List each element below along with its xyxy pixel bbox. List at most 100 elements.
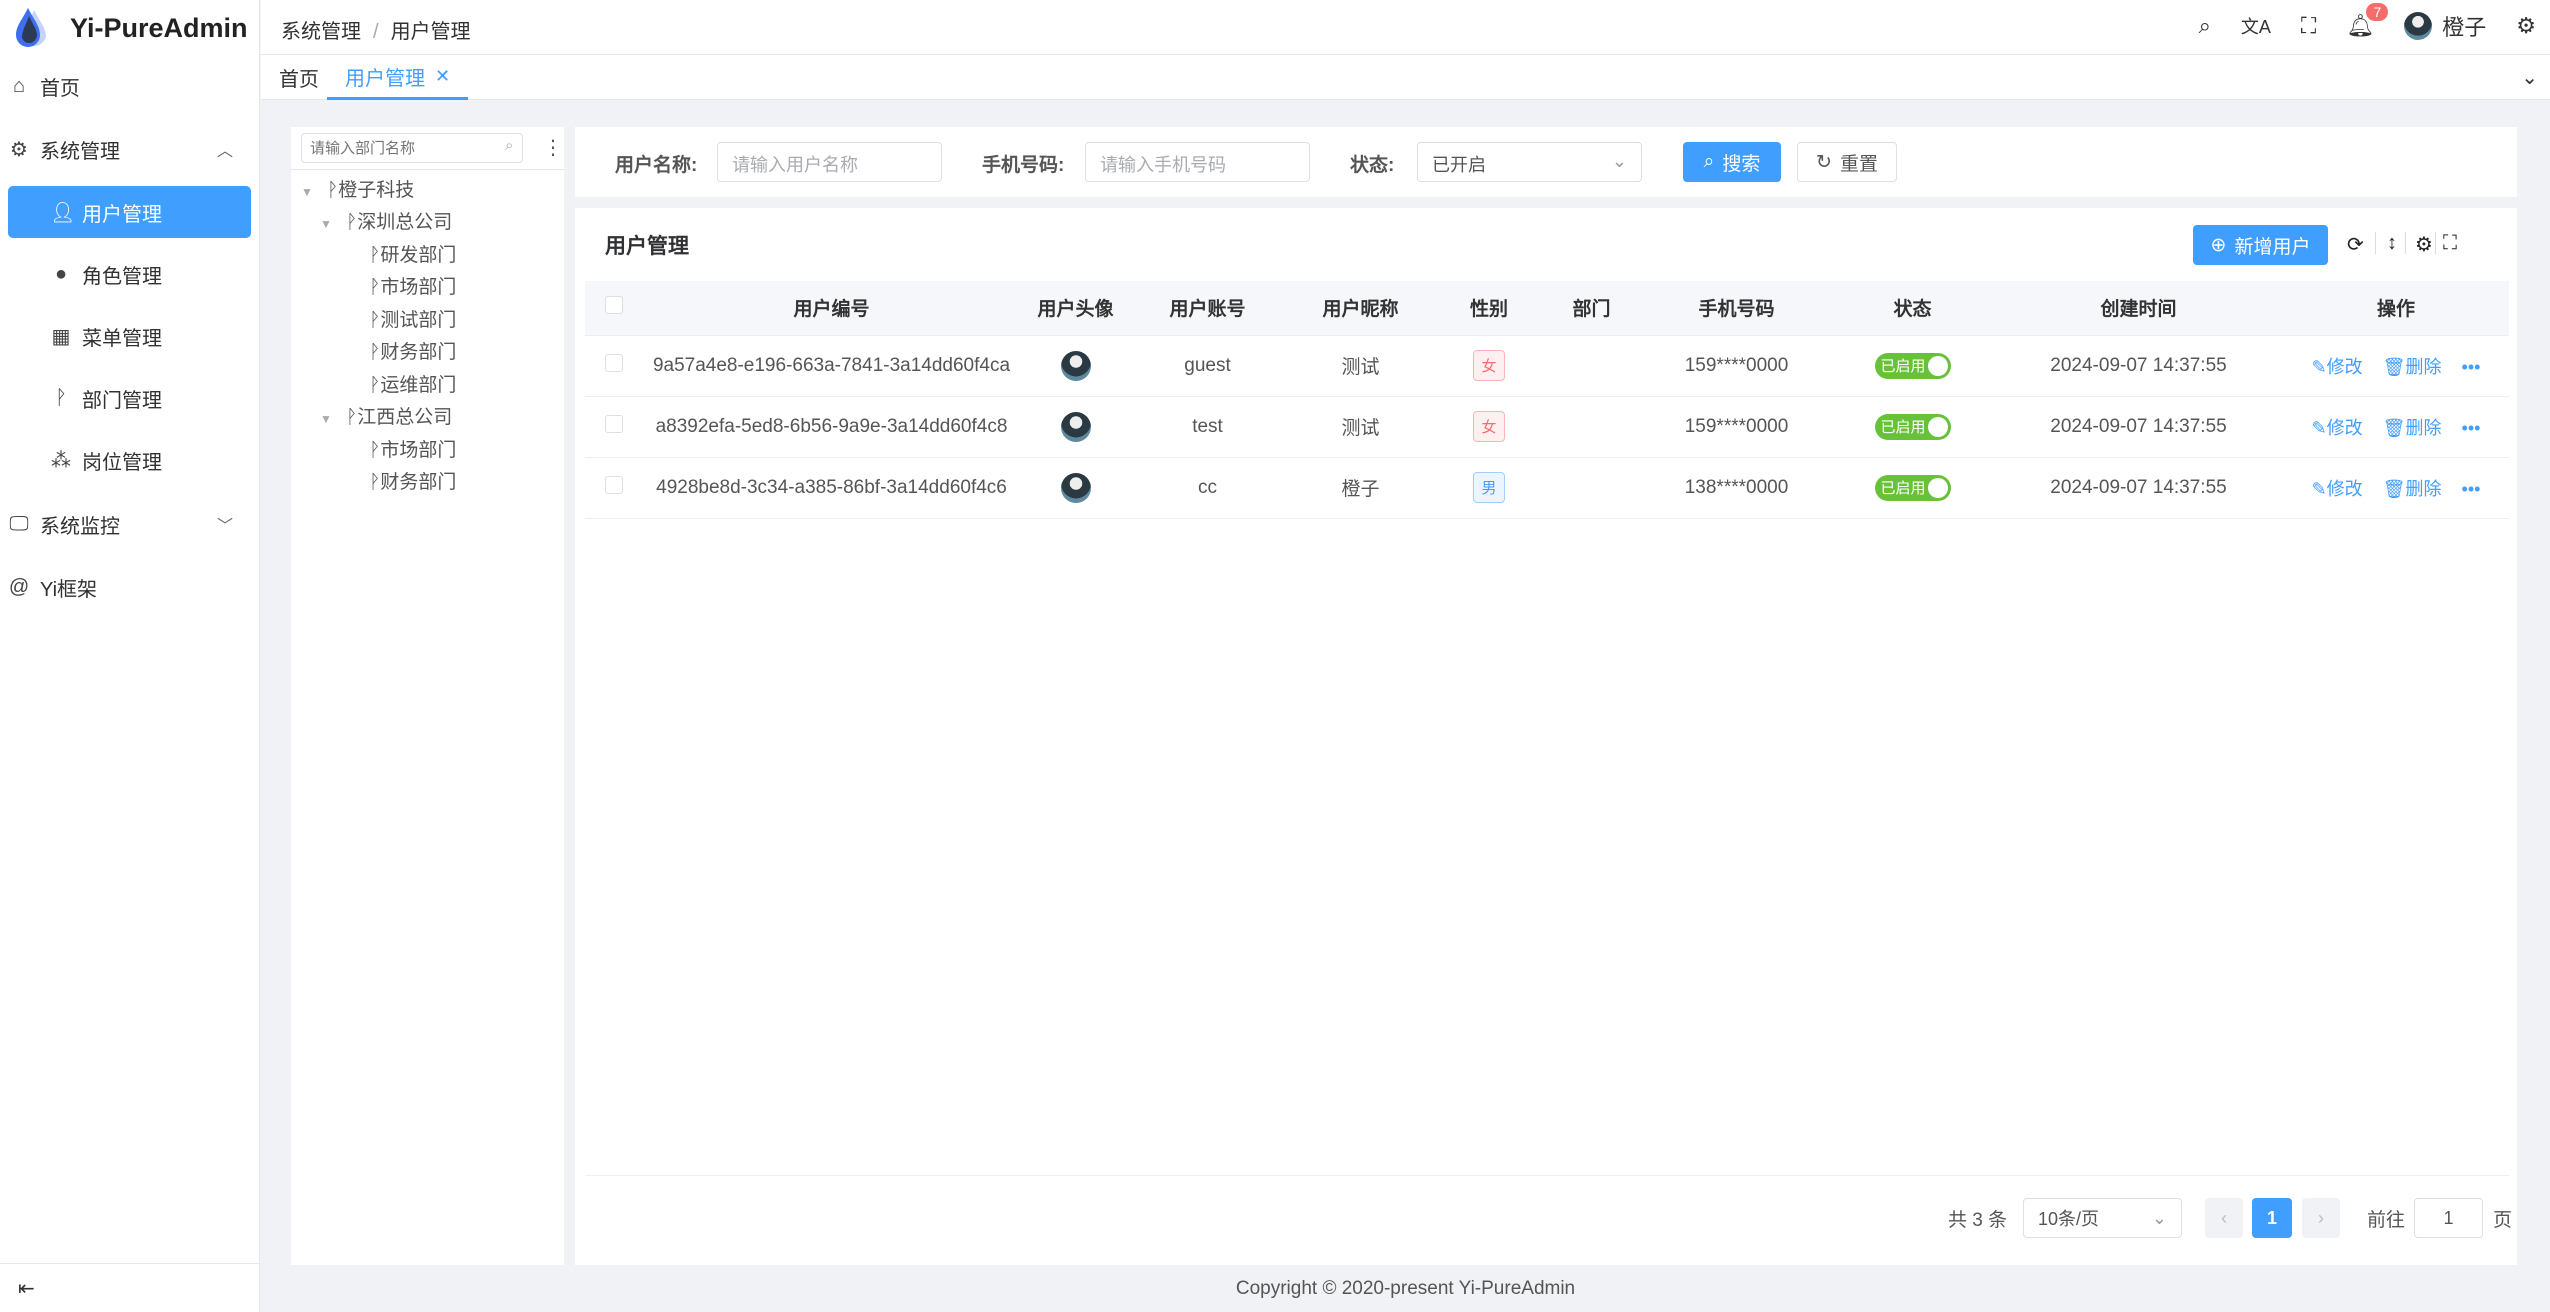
tab-user-management[interactable]: 用户管理 ✕ (327, 55, 469, 100)
search-icon: ⌕ (505, 137, 514, 154)
chevron-up-icon: ︿ (216, 143, 233, 160)
row-checkbox[interactable] (605, 414, 623, 433)
trash-icon: 🗑︎ (2382, 417, 2406, 438)
breadcrumb-item[interactable]: 系统管理 (281, 21, 361, 43)
user-table: 用户编号 用户头像 用户账号 用户昵称 性别 部门 手机号码 状态 创建时间 操… (585, 281, 2509, 519)
reset-button[interactable]: ↻ 重置 (1797, 142, 1897, 182)
more-icon[interactable]: ••• (2461, 356, 2481, 377)
column-header: 部门 (1541, 281, 1642, 336)
edit-button[interactable]: ✎修改 (2311, 356, 2363, 377)
user-nickname: 测试 (1284, 396, 1437, 458)
edit-button[interactable]: ✎修改 (2311, 417, 2363, 438)
tree-node[interactable]: ▼ ᚹ深圳总公司 (320, 212, 453, 233)
tree-node[interactable]: ᚹ财务部门 (369, 472, 457, 493)
divider (2405, 232, 2406, 254)
user-phone: 159****0000 (1642, 335, 1831, 397)
divider (2375, 232, 2376, 254)
translate-icon[interactable]: 文A (2240, 17, 2271, 37)
dept-search-input[interactable] (301, 133, 523, 163)
status-select[interactable]: 已开启 ⌄ (1417, 142, 1642, 182)
settings-gear-icon[interactable]: ⚙ (2516, 13, 2536, 38)
close-icon[interactable]: ✕ (435, 65, 451, 86)
search-form: 用户名称: 请输入用户名称 手机号码: 请输入手机号码 状态: 已开启 ⌄ ⌕ 搜索… (575, 127, 2517, 197)
search-icon[interactable]: ⌕ (2198, 13, 2211, 38)
gender-tag: 女 (1473, 350, 1505, 381)
logo[interactable]: Yi-PureAdmin (14, 8, 248, 48)
copyright: Copyright © 2020-present Yi-PureAdmin (1235, 1277, 1576, 1299)
status-switch[interactable]: 已启用 (1874, 352, 1951, 379)
user-id: a8392efa-5ed8-6b56-9a9e-3a14dd60f4c8 (643, 396, 1020, 458)
divider (2435, 232, 2436, 254)
header: 系统管理 / 用户管理 ⌕ 文A ⛶ 🔔︎ 7 橙子 ⚙ (261, 0, 2550, 55)
phone-input[interactable]: 请输入手机号码 (1085, 142, 1310, 182)
sidebar-item-system[interactable]: ⚙ 系统管理 ︿ (8, 123, 251, 175)
tree-node[interactable]: ᚹ财务部门 (369, 342, 457, 363)
status-switch[interactable]: 已启用 (1874, 474, 1951, 501)
sidebar-item-monitor[interactable]: 🖵︎ 系统监控 ﹀ (8, 498, 251, 550)
delete-button[interactable]: 🗑︎删除 (2382, 478, 2442, 499)
tree-node[interactable]: ▼ ᚹ橙子科技 (301, 180, 415, 201)
fullscreen-icon[interactable]: ⛶ (2300, 13, 2317, 38)
page-size-select[interactable]: 10条/页 ⌄ (2023, 1198, 2182, 1238)
sidebar-item-posts[interactable]: ⁂ 岗位管理 (8, 434, 251, 486)
chevron-down-icon[interactable]: ⌄ (2521, 67, 2538, 89)
density-icon[interactable]: ↕ (2387, 232, 2397, 254)
next-page-button[interactable]: › (2302, 1198, 2340, 1238)
username-input[interactable]: 请输入用户名称 (717, 142, 942, 182)
sidebar-item-depts[interactable]: ᚹ 部门管理 (8, 372, 251, 424)
caret-down-icon: ▼ (320, 412, 332, 426)
row-checkbox[interactable] (605, 475, 623, 494)
sidebar-item-roles[interactable]: ● 角色管理 (8, 248, 251, 300)
prev-page-button[interactable]: ‹ (2205, 1198, 2243, 1238)
page-1-button[interactable]: 1 (2252, 1198, 2292, 1238)
refresh-icon[interactable]: ⟳ (2347, 234, 2364, 256)
fullscreen-icon[interactable]: ⛶ (2443, 232, 2457, 254)
sidebar-item-label: 用户管理 (82, 203, 162, 226)
gear-icon: ⚙ (10, 138, 28, 161)
user-dept (1541, 457, 1642, 519)
trash-icon: 🗑︎ (2382, 356, 2406, 377)
search-button[interactable]: ⌕ 搜索 (1683, 142, 1781, 182)
edit-button[interactable]: ✎修改 (2311, 478, 2363, 499)
select-all-checkbox[interactable] (605, 295, 623, 314)
user-menu[interactable]: 橙子 (2404, 10, 2486, 42)
sidebar-item-yi[interactable]: @ Yi框架 (8, 561, 251, 613)
status-switch[interactable]: 已启用 (1874, 413, 1951, 440)
more-vertical-icon[interactable]: ⋮ (543, 137, 563, 159)
notification-bell-icon[interactable]: 🔔︎ 7 (2346, 3, 2389, 39)
phone-label: 手机号码: (982, 155, 1065, 176)
collapse-icon: ⇤ (18, 1277, 35, 1300)
user-icon: 👤︎ (50, 201, 76, 224)
dept-tree-panel: ⌕ ⋮ ▼ᚹ橙子科技 ▼ᚹ深圳总公司 ᚹ研发部门 ᚹ市场部门 ᚹ测试部门 ᚹ财务… (291, 127, 564, 1265)
user-id: 9a57a4e8-e196-663a-7841-3a14dd60f4ca (643, 335, 1020, 397)
sidebar-item-users[interactable]: 👤︎ 用户管理 (8, 186, 251, 238)
tree-node[interactable]: ᚹ测试部门 (369, 310, 457, 331)
tab-home[interactable]: 首页 (261, 55, 337, 100)
table-row: 4928be8d-3c34-a385-86bf-3a14dd60f4c6 cc … (585, 457, 2509, 519)
tree-node[interactable]: ▼ ᚹ江西总公司 (320, 407, 453, 428)
tab-label: 首页 (279, 69, 319, 91)
avatar (2404, 12, 2433, 40)
user-nickname: 橙子 (1284, 457, 1437, 519)
user-account: cc (1131, 457, 1284, 519)
footer: Copyright © 2020-present Yi-PureAdmin (261, 1265, 2550, 1312)
divider (585, 1175, 2509, 1176)
row-checkbox[interactable] (605, 353, 623, 372)
delete-button[interactable]: 🗑︎删除 (2382, 417, 2442, 438)
more-icon[interactable]: ••• (2461, 478, 2481, 499)
tree-node[interactable]: ᚹ运维部门 (369, 375, 457, 396)
goto-page-input[interactable]: 1 (2414, 1198, 2483, 1238)
sidebar-item-menus[interactable]: ▦ 菜单管理 (8, 310, 251, 362)
app-title: Yi-PureAdmin (70, 12, 248, 43)
tree-node[interactable]: ᚹ市场部门 (369, 440, 457, 461)
collapse-sidebar-button[interactable]: ⇤ (0, 1263, 260, 1312)
header-actions: ⌕ 文A ⛶ 🔔︎ 7 橙子 ⚙ (2198, 3, 2536, 42)
tree-node[interactable]: ᚹ市场部门 (369, 277, 457, 298)
delete-button[interactable]: 🗑︎删除 (2382, 356, 2442, 377)
add-user-button[interactable]: ⊕ 新增用户 (2193, 225, 2328, 265)
column-header: 操作 (2283, 281, 2509, 336)
tree-node[interactable]: ᚹ研发部门 (369, 245, 457, 266)
sidebar-item-home[interactable]: ⌂ 首页 (8, 60, 251, 112)
column-settings-icon[interactable]: ⚙ (2415, 234, 2433, 256)
more-icon[interactable]: ••• (2461, 417, 2481, 438)
